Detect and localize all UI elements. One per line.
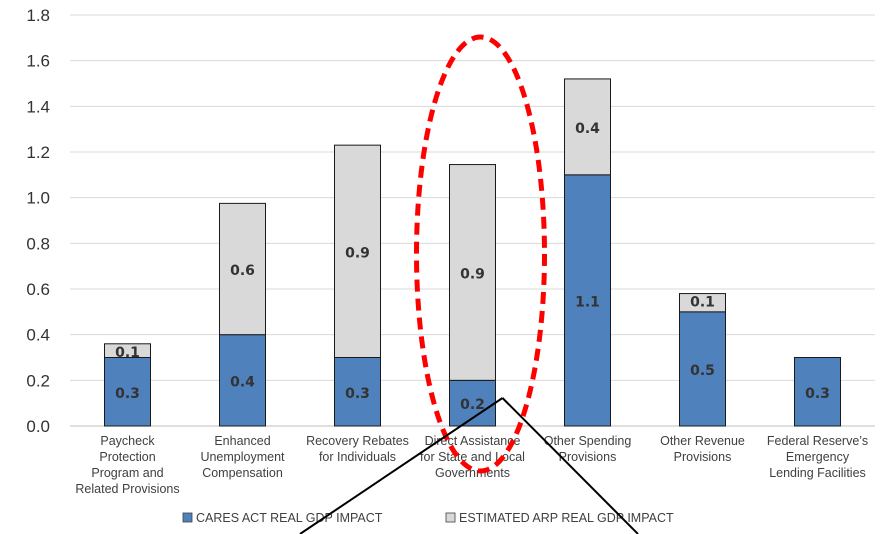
bar-segment-arp <box>564 78 611 176</box>
data-label: 0.9 <box>460 266 485 282</box>
data-label: 0.5 <box>690 363 715 379</box>
category-label: for State and Local <box>420 450 525 464</box>
bar-segment-arp <box>334 144 381 358</box>
category-label: Federal Reserve’s <box>767 434 868 448</box>
data-label: 0.6 <box>230 263 255 279</box>
data-label: 1.1 <box>575 294 600 310</box>
bar-segment-arp <box>219 202 266 336</box>
data-label: 0.4 <box>230 374 255 390</box>
bar-segment-cares <box>679 311 726 427</box>
legend-swatch <box>445 512 456 523</box>
data-label: 0.1 <box>115 345 140 361</box>
data-label: 0.9 <box>345 245 370 261</box>
category-label: Related Provisions <box>75 482 179 496</box>
y-axis-tick-labels: 0.0 0.2 0.4 0.6 0.8 1.0 1.2 1.4 1.6 1.8 <box>26 6 50 436</box>
bar-segment-cares <box>564 174 611 427</box>
y-tick-label: 0.8 <box>26 234 50 253</box>
category-label: for Individuals <box>319 450 396 464</box>
y-tick-label: 0.0 <box>26 417 50 436</box>
y-tick-label: 0.2 <box>26 371 50 390</box>
y-tick-label: 1.2 <box>26 143 50 162</box>
legend-swatch <box>182 512 193 523</box>
legend-label: CARES ACT REAL GDP IMPACT <box>196 511 383 525</box>
category-label: Recovery Rebates <box>306 434 409 448</box>
y-tick-label: 1.0 <box>26 189 50 208</box>
highlight-ellipse <box>414 34 547 474</box>
callout-line <box>299 397 504 534</box>
category-label: Governments <box>435 466 510 480</box>
bar-segment-cares <box>219 334 266 427</box>
data-label: 0.4 <box>575 121 600 137</box>
callout-line <box>501 397 639 534</box>
category-label: Provisions <box>674 450 732 464</box>
bars <box>104 78 841 427</box>
bar-segment-cares <box>334 357 381 427</box>
y-tick-label: 1.4 <box>26 97 50 116</box>
category-labels: Paycheck Protection Program and Related Pro… <box>75 434 868 496</box>
category-label: Lending Facilities <box>769 466 866 480</box>
y-tick-label: 0.6 <box>26 280 50 299</box>
category-label: Other Spending <box>544 434 632 448</box>
bar-segment-cares <box>794 357 841 427</box>
data-label: 0.3 <box>115 386 140 402</box>
legend-label: ESTIMATED ARP REAL GDP IMPACT <box>459 511 674 525</box>
category-label: Compensation <box>202 466 283 480</box>
category-label: Paycheck <box>100 434 155 448</box>
y-tick-label: 0.4 <box>26 326 50 345</box>
data-label: 0.2 <box>460 397 485 413</box>
category-label: Enhanced <box>214 434 270 448</box>
category-label: Program and <box>91 466 163 480</box>
category-label: Protection <box>99 450 155 464</box>
data-labels: 0.3 0.1 0.4 0.6 0.3 0.9 0.2 0.9 1.1 0.4 0.5 0.1 0.3 <box>115 121 830 413</box>
bar-segment-arp <box>679 293 726 313</box>
category-label: Provisions <box>559 450 617 464</box>
y-tick-label: 1.8 <box>26 6 50 25</box>
data-label: 0.3 <box>805 386 830 402</box>
annotations <box>299 34 639 534</box>
legend: CARES ACT REAL GDP IMPACT ESTIMATED ARP R… <box>182 511 674 525</box>
data-label: 0.3 <box>345 386 370 402</box>
category-label: Unemployment <box>200 450 285 464</box>
bar-segment-arp <box>104 343 151 358</box>
category-label: Other Revenue <box>660 434 745 448</box>
category-label: Emergency <box>786 450 850 464</box>
bar-segment-arp <box>449 164 496 381</box>
data-label: 0.1 <box>690 295 715 311</box>
y-tick-label: 1.6 <box>26 52 50 71</box>
